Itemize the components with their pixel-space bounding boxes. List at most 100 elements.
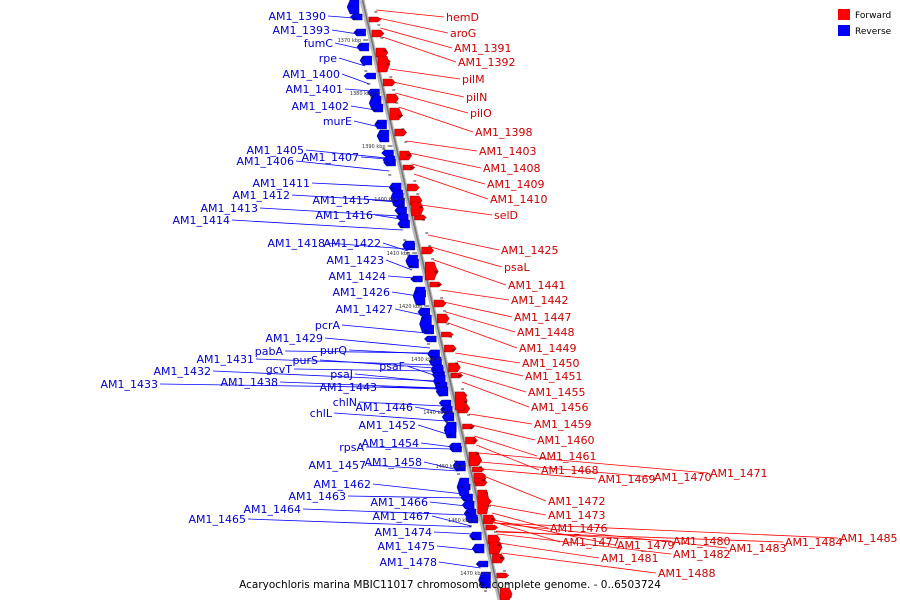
forward-gene-block[interactable]: [377, 55, 391, 73]
reverse-gene-label[interactable]: AM1_1412: [232, 189, 290, 202]
reverse-gene-label[interactable]: AM1_1422: [323, 237, 381, 250]
forward-gene-block[interactable]: [425, 261, 438, 281]
forward-gene-label[interactable]: AM1_1442: [511, 294, 569, 307]
reverse-gene-block[interactable]: [402, 240, 415, 250]
forward-gene-block[interactable]: [389, 107, 403, 121]
reverse-gene-block[interactable]: [368, 95, 382, 111]
reverse-gene-block[interactable]: [397, 219, 410, 229]
reverse-gene-label[interactable]: AM1_1401: [285, 83, 343, 96]
reverse-gene-label[interactable]: AM1_1405: [246, 144, 304, 157]
reverse-gene-block[interactable]: [349, 13, 363, 21]
reverse-gene-label[interactable]: AM1_1415: [312, 194, 370, 207]
forward-gene-label[interactable]: AM1_1483: [729, 542, 787, 555]
forward-gene-block[interactable]: [472, 466, 485, 473]
reverse-gene-block[interactable]: [441, 412, 455, 422]
forward-gene-label[interactable]: AM1_1408: [483, 162, 541, 175]
forward-gene-block[interactable]: [496, 572, 510, 579]
reverse-gene-block[interactable]: [469, 531, 482, 541]
reverse-gene-block[interactable]: [412, 286, 426, 306]
forward-gene-label[interactable]: AM1_1425: [501, 244, 559, 257]
reverse-gene-label[interactable]: AM1_1458: [364, 456, 422, 469]
forward-gene-block[interactable]: [473, 472, 487, 479]
forward-gene-block[interactable]: [371, 29, 385, 38]
reverse-gene-label[interactable]: AM1_1416: [315, 209, 373, 222]
forward-gene-label[interactable]: AM1_1460: [537, 434, 595, 447]
reverse-gene-block[interactable]: [405, 254, 418, 268]
forward-gene-block[interactable]: [441, 331, 454, 338]
forward-gene-block[interactable]: [399, 150, 412, 161]
reverse-gene-label[interactable]: AM1_1464: [243, 503, 301, 516]
reverse-gene-label[interactable]: AM1_1457: [308, 459, 366, 472]
forward-gene-block[interactable]: [468, 451, 482, 467]
forward-gene-block[interactable]: [487, 534, 501, 545]
reverse-gene-label[interactable]: rpe: [319, 52, 338, 65]
reverse-gene-label[interactable]: purQ: [320, 344, 347, 357]
forward-gene-label[interactable]: aroG: [450, 27, 476, 40]
reverse-gene-label[interactable]: pabA: [255, 345, 284, 358]
forward-gene-block[interactable]: [448, 362, 461, 373]
forward-gene-block[interactable]: [407, 183, 420, 192]
forward-gene-block[interactable]: [465, 436, 478, 445]
reverse-gene-label[interactable]: purS: [293, 354, 318, 367]
forward-gene-label[interactable]: pilM: [462, 73, 485, 86]
forward-gene-label[interactable]: pilO: [470, 107, 492, 120]
reverse-gene-label[interactable]: AM1_1452: [358, 419, 416, 432]
forward-gene-label[interactable]: AM1_1455: [528, 386, 586, 399]
reverse-gene-block[interactable]: [410, 275, 423, 283]
reverse-gene-label[interactable]: AM1_1466: [370, 496, 428, 509]
reverse-gene-block[interactable]: [374, 119, 387, 130]
reverse-gene-label[interactable]: AM1_1462: [313, 478, 371, 491]
reverse-gene-label[interactable]: pcrA: [315, 319, 341, 332]
reverse-gene-label[interactable]: AM1_1400: [282, 68, 340, 81]
forward-gene-label[interactable]: AM1_1410: [490, 193, 548, 206]
forward-gene-label[interactable]: AM1_1482: [673, 548, 731, 561]
reverse-gene-block[interactable]: [346, 0, 360, 15]
forward-gene-label[interactable]: AM1_1451: [525, 370, 583, 383]
reverse-gene-label[interactable]: AM1_1432: [153, 365, 211, 378]
forward-gene-label[interactable]: AM1_1450: [522, 357, 580, 370]
reverse-gene-block[interactable]: [452, 460, 466, 471]
reverse-gene-label[interactable]: chlN: [333, 396, 357, 409]
reverse-gene-label[interactable]: AM1_1414: [172, 214, 230, 227]
reverse-gene-label[interactable]: AM1_1402: [291, 100, 349, 113]
forward-gene-label[interactable]: selD: [494, 209, 518, 222]
reverse-gene-label[interactable]: AM1_1407: [301, 151, 359, 164]
reverse-gene-block[interactable]: [478, 571, 491, 589]
reverse-gene-block[interactable]: [443, 421, 457, 439]
reverse-gene-block[interactable]: [430, 364, 444, 374]
reverse-gene-block[interactable]: [394, 206, 407, 215]
forward-gene-label[interactable]: AM1_1456: [531, 401, 589, 414]
forward-gene-label[interactable]: AM1_1479: [617, 539, 675, 552]
reverse-gene-label[interactable]: AM1_1433: [100, 378, 158, 391]
reverse-gene-label[interactable]: AM1_1418: [267, 237, 325, 250]
forward-gene-label[interactable]: AM1_1448: [517, 326, 575, 339]
forward-gene-block[interactable]: [394, 128, 407, 137]
forward-gene-label[interactable]: AM1_1484: [785, 536, 843, 549]
forward-gene-block[interactable]: [421, 246, 435, 255]
reverse-gene-label[interactable]: AM1_1423: [326, 254, 384, 267]
forward-gene-block[interactable]: [382, 78, 396, 87]
forward-gene-block[interactable]: [477, 489, 490, 515]
reverse-gene-label[interactable]: psaF: [379, 360, 405, 373]
reverse-gene-label[interactable]: AM1_1446: [355, 401, 413, 414]
reverse-gene-label[interactable]: AM1_1474: [374, 526, 432, 539]
reverse-gene-label[interactable]: AM1_1443: [319, 381, 377, 394]
reverse-gene-label[interactable]: psaJ: [330, 368, 353, 381]
forward-gene-label[interactable]: AM1_1409: [487, 178, 545, 191]
reverse-gene-label[interactable]: AM1_1478: [379, 556, 437, 569]
forward-gene-label[interactable]: AM1_1476: [550, 522, 608, 535]
forward-gene-label[interactable]: AM1_1398: [475, 126, 533, 139]
forward-gene-block[interactable]: [411, 201, 424, 217]
reverse-gene-label[interactable]: AM1_1438: [220, 376, 278, 389]
forward-gene-block[interactable]: [433, 299, 447, 308]
forward-gene-label[interactable]: AM1_1472: [548, 495, 606, 508]
forward-gene-label[interactable]: AM1_1481: [601, 552, 659, 565]
forward-gene-block[interactable]: [485, 524, 499, 531]
forward-gene-block[interactable]: [386, 93, 399, 104]
forward-gene-label[interactable]: pilN: [466, 91, 487, 104]
reverse-gene-block[interactable]: [438, 399, 452, 407]
forward-gene-label[interactable]: AM1_1403: [479, 145, 537, 158]
reverse-gene-block[interactable]: [390, 189, 403, 207]
reverse-gene-label[interactable]: murE: [323, 115, 352, 128]
forward-gene-label[interactable]: AM1_1449: [519, 342, 577, 355]
